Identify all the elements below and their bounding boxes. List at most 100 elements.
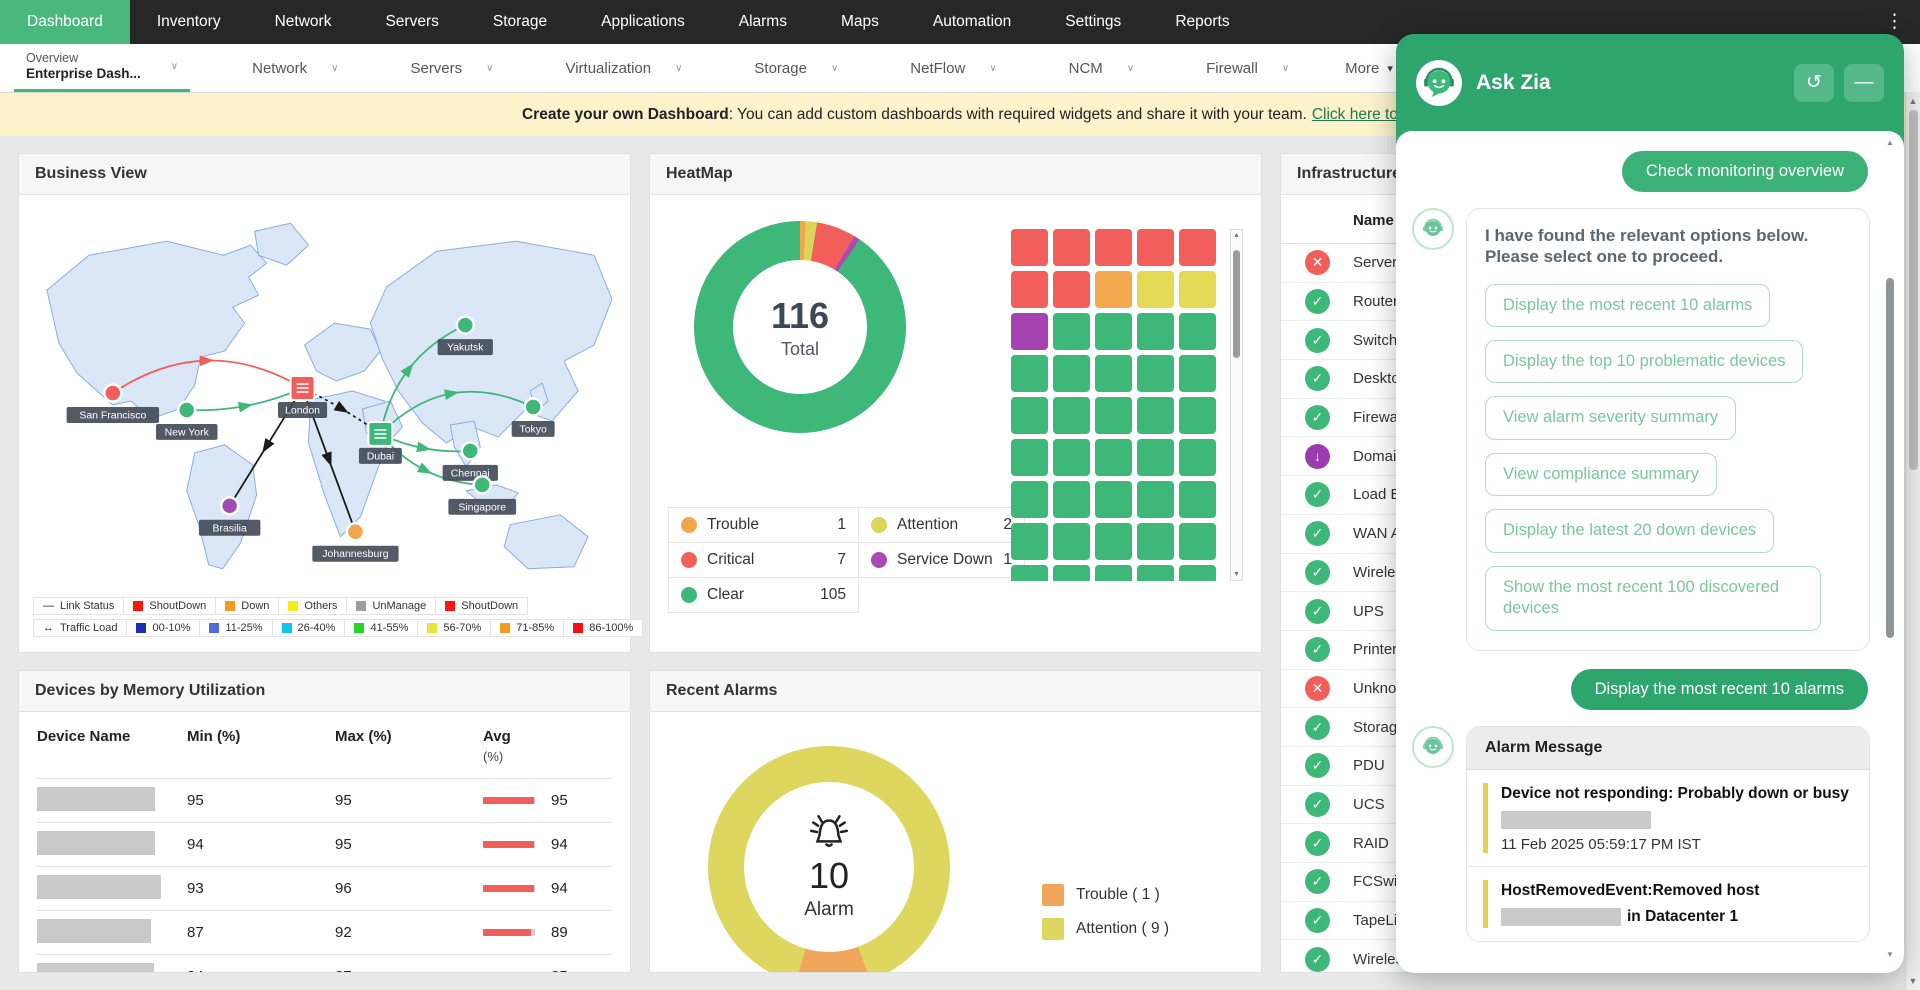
heatmap-cell-clear[interactable]	[1137, 313, 1174, 350]
zia-option-show-the-most-recent-100-discovered-devices[interactable]: Show the most recent 100 discovered devi…	[1485, 565, 1821, 631]
zia-reset-button[interactable]: ↺	[1794, 63, 1834, 102]
table-row[interactable]: 8487 85	[37, 954, 612, 972]
tab-servers[interactable]: Servers ∨	[400, 44, 503, 92]
tab-more[interactable]: More ▾	[1335, 44, 1403, 92]
table-row[interactable]: 94 95 94	[37, 822, 612, 866]
tab-netflow[interactable]: NetFlow ∨	[900, 44, 1006, 92]
heatmap-scrollbar[interactable]: ▲ ▼	[1230, 229, 1243, 581]
nav-item-applications[interactable]: Applications	[601, 13, 685, 30]
heatmap-cell-clear[interactable]	[1011, 397, 1048, 434]
nav-item-maps[interactable]: Maps	[840, 13, 879, 30]
heatmap-cell-trouble[interactable]	[1095, 271, 1132, 308]
map-node-tokyo[interactable]: Tokyo	[511, 397, 555, 437]
map-node-san-francisco[interactable]: San Francisco	[66, 383, 160, 423]
heatmap-cell-clear[interactable]	[1011, 355, 1048, 392]
heatmap-cell-clear[interactable]	[1137, 397, 1174, 434]
tab-storage[interactable]: Storage ∨	[744, 44, 848, 92]
zia-scroll-thumb[interactable]	[1886, 278, 1894, 638]
kebab-menu-icon[interactable]: ⋮	[1885, 11, 1904, 32]
tab-firewall[interactable]: Firewall ∨	[1196, 44, 1299, 92]
heatmap-cell-clear[interactable]	[1179, 439, 1216, 476]
heatmap-cell-critical[interactable]	[1053, 229, 1090, 266]
heatmap-cell-clear[interactable]	[1137, 439, 1174, 476]
zia-option-view-compliance-summary[interactable]: View compliance summary	[1485, 452, 1717, 497]
heatmap-cell-clear[interactable]	[1137, 565, 1174, 581]
table-row[interactable]: 95 95 95	[37, 778, 612, 822]
heatmap-cell-clear[interactable]	[1179, 397, 1216, 434]
table-row[interactable]: 87 92 89	[37, 910, 612, 954]
page-scroll-thumb[interactable]	[1909, 110, 1918, 470]
heatmap-cell-clear[interactable]	[1011, 523, 1048, 560]
heatmap-cell-clear[interactable]	[1053, 439, 1090, 476]
heatmap-cell-clear[interactable]	[1053, 481, 1090, 518]
tab-ncm[interactable]: NCM ∨	[1059, 44, 1145, 92]
heatmap-cell-clear[interactable]	[1011, 565, 1048, 581]
nav-item-network[interactable]: Network	[274, 13, 332, 30]
heatmap-cell-critical[interactable]	[1095, 229, 1132, 266]
map-node-london[interactable]: London	[277, 375, 328, 418]
heatmap-cell-clear[interactable]	[1137, 523, 1174, 560]
heatmap-cell-clear[interactable]	[1137, 355, 1174, 392]
nav-item-settings[interactable]: Settings	[1065, 13, 1122, 30]
heatmap-cell-critical[interactable]	[1137, 229, 1174, 266]
scroll-down-icon[interactable]: ▼	[1233, 571, 1240, 578]
scroll-up-icon[interactable]: ▲	[1908, 96, 1918, 106]
heatmap-cell-servicedown[interactable]	[1011, 313, 1048, 350]
heatmap-cell-clear[interactable]	[1053, 523, 1090, 560]
banner-click-here-link[interactable]: Click here to	[1311, 105, 1398, 123]
nav-item-automation[interactable]: Automation	[932, 13, 1012, 30]
heatmap-cell-clear[interactable]	[1095, 355, 1132, 392]
map-node-new-york[interactable]: New York	[155, 400, 218, 440]
heatmap-cell-critical[interactable]	[1011, 271, 1048, 308]
map-node-dubai[interactable]: Dubai	[358, 420, 402, 464]
heatmap-cell-clear[interactable]	[1095, 565, 1132, 581]
map-node-yakutsk[interactable]: Yakutsk	[437, 315, 493, 356]
nav-item-storage[interactable]: Storage	[492, 13, 548, 30]
heatmap-cell-critical[interactable]	[1011, 229, 1048, 266]
heatmap-cell-attention[interactable]	[1137, 271, 1174, 308]
scroll-down-icon[interactable]: ▼	[1908, 976, 1918, 986]
heatmap-cell-clear[interactable]	[1179, 523, 1216, 560]
heatmap-scroll-thumb[interactable]	[1233, 250, 1240, 358]
heatmap-cell-clear[interactable]	[1053, 397, 1090, 434]
zia-chat-scrollbar[interactable]: ▲ ▼	[1884, 138, 1896, 959]
table-row[interactable]: 93 96 94	[37, 866, 612, 910]
scroll-down-icon[interactable]: ▼	[1886, 950, 1894, 959]
scroll-up-icon[interactable]: ▲	[1233, 232, 1240, 239]
zia-minimize-button[interactable]: —	[1844, 63, 1884, 102]
heatmap-cell-clear[interactable]	[1095, 439, 1132, 476]
map-node-johannesburg[interactable]: Johannesburg	[312, 522, 399, 562]
tab-overview-enterprise-dashboard[interactable]: Overview Enterprise Dash... ∨	[14, 44, 191, 92]
zia-option-display-the-latest-20-down-devices[interactable]: Display the latest 20 down devices	[1485, 509, 1775, 553]
nav-item-inventory[interactable]: Inventory	[156, 13, 221, 30]
tab-virtualization[interactable]: Virtualization ∨	[555, 44, 692, 92]
map-node-chennai[interactable]: Chennai	[442, 441, 498, 481]
heatmap-cell-clear[interactable]	[1053, 355, 1090, 392]
zia-option-display-the-most-recent-10-alarms[interactable]: Display the most recent 10 alarms	[1485, 283, 1771, 327]
nav-item-dashboard[interactable]: Dashboard	[0, 0, 130, 44]
heatmap-cell-clear[interactable]	[1179, 565, 1216, 581]
heatmap-cell-clear[interactable]	[1011, 439, 1048, 476]
heatmap-cell-clear[interactable]	[1179, 355, 1216, 392]
heatmap-cell-clear[interactable]	[1095, 481, 1132, 518]
heatmap-cell-clear[interactable]	[1095, 313, 1132, 350]
nav-item-alarms[interactable]: Alarms	[738, 13, 787, 30]
heatmap-cell-clear[interactable]	[1137, 481, 1174, 518]
nav-item-servers[interactable]: Servers	[385, 13, 439, 30]
scroll-up-icon[interactable]: ▲	[1886, 138, 1894, 147]
heatmap-cell-clear[interactable]	[1053, 565, 1090, 581]
heatmap-cell-clear[interactable]	[1179, 313, 1216, 350]
map-node-brasilia[interactable]: Brasilia	[198, 496, 261, 536]
page-scrollbar[interactable]: ▲ ▼	[1905, 92, 1920, 990]
heatmap-cell-clear[interactable]	[1179, 481, 1216, 518]
map-node-singapore[interactable]: Singapore	[448, 475, 517, 515]
heatmap-cell-attention[interactable]	[1179, 271, 1216, 308]
zia-option-view-alarm-severity-summary[interactable]: View alarm severity summary	[1485, 396, 1737, 440]
heatmap-cell-clear[interactable]	[1053, 313, 1090, 350]
heatmap-cell-clear[interactable]	[1095, 523, 1132, 560]
heatmap-cell-clear[interactable]	[1095, 397, 1132, 434]
heatmap-cell-critical[interactable]	[1053, 271, 1090, 308]
zia-option-display-the-top-10-problematic-devices[interactable]: Display the top 10 problematic devices	[1485, 339, 1804, 384]
heatmap-cell-critical[interactable]	[1179, 229, 1216, 266]
nav-item-reports[interactable]: Reports	[1175, 13, 1230, 30]
